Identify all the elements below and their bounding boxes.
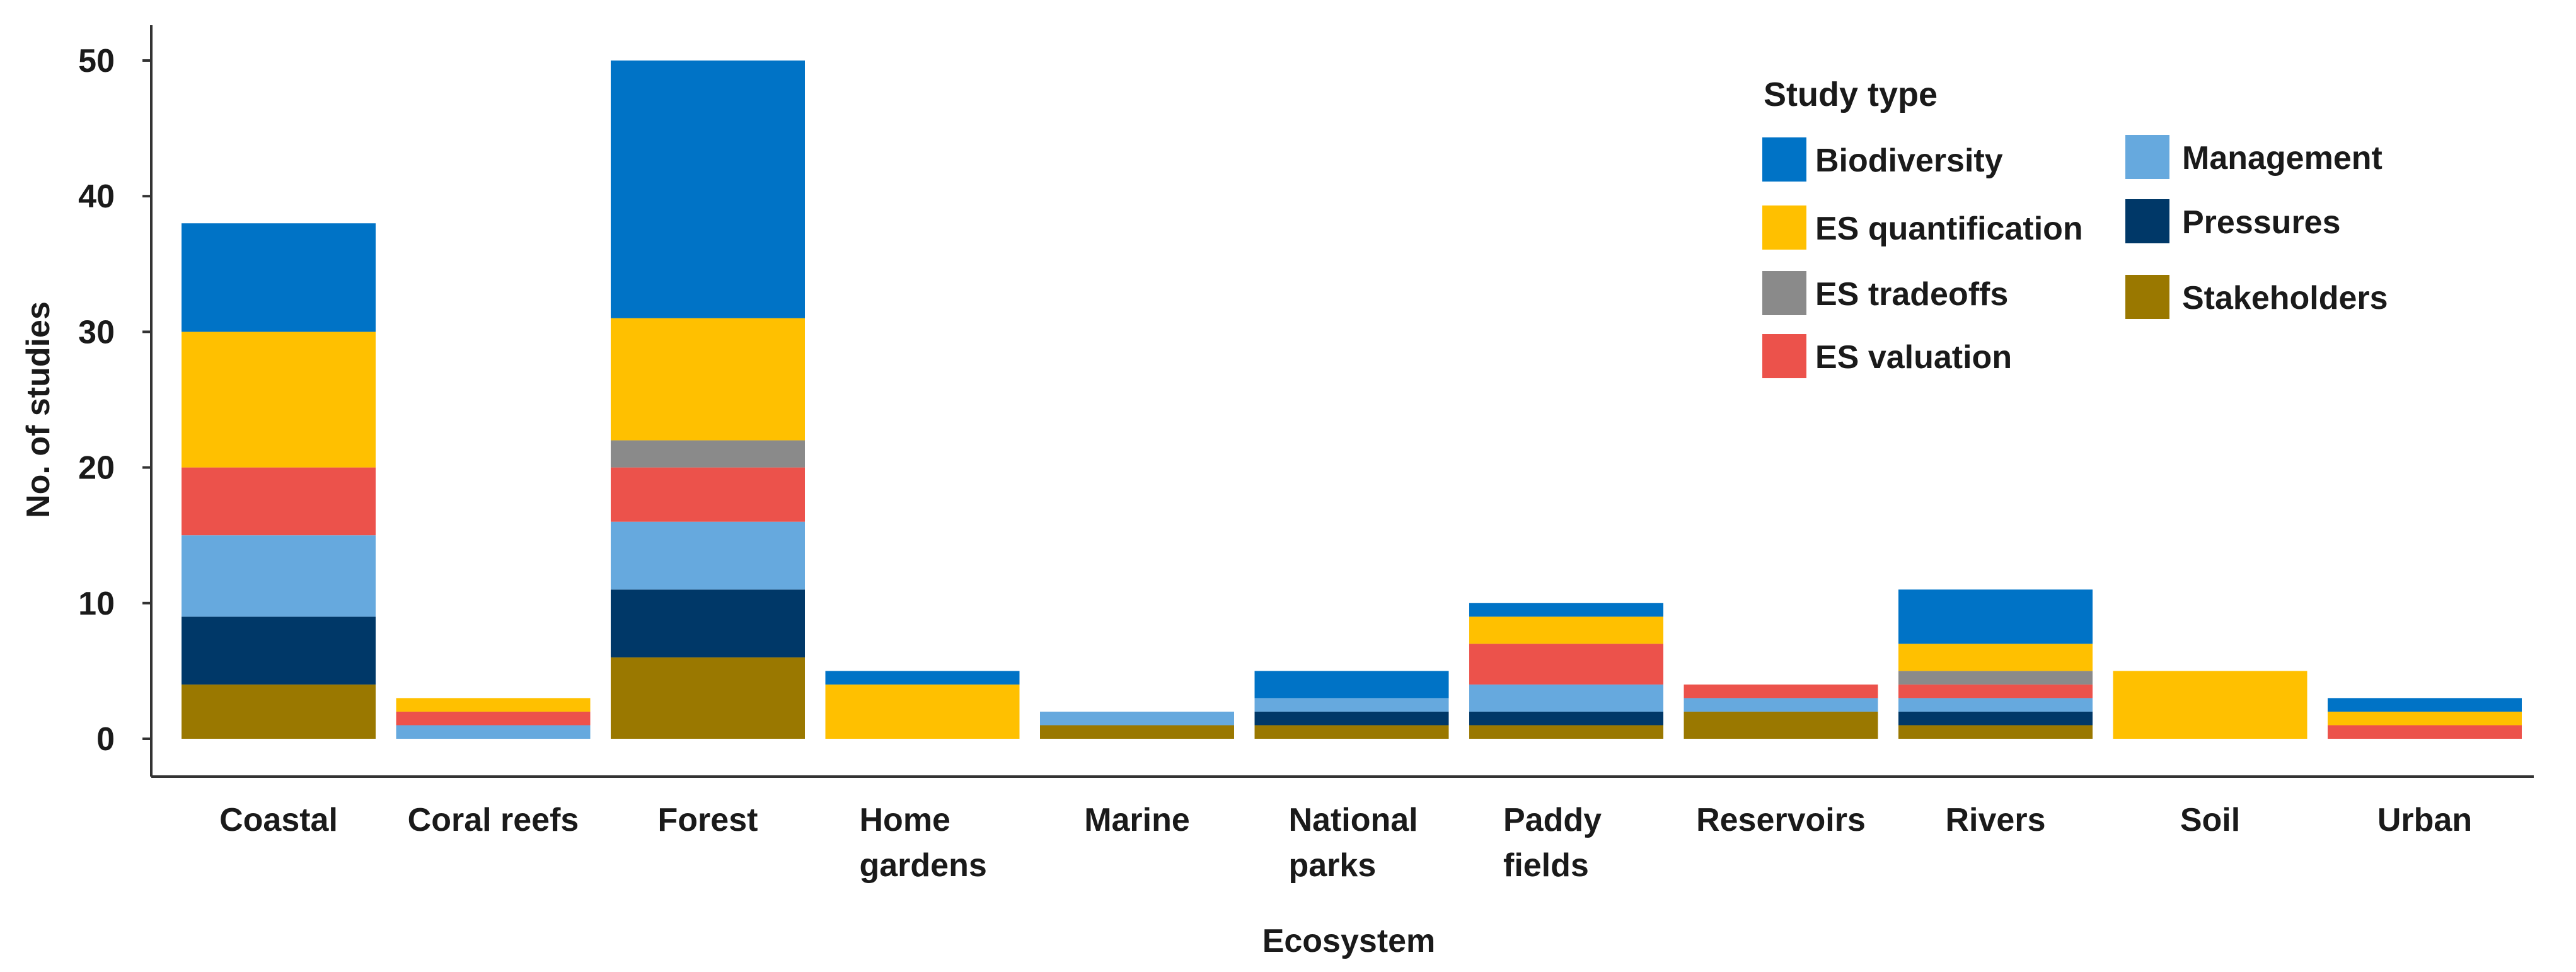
x-category-label: Reservoirs (1696, 802, 1866, 838)
x-category-label: Home gardens (860, 802, 987, 884)
legend-label: Pressures (2182, 204, 2341, 241)
legend-items: Biodiversity ES quantification ES tradeoff… (1762, 135, 2388, 378)
y-tick-label: 0 (96, 721, 115, 758)
bar-segment-es-valuation (611, 467, 805, 522)
bar-segment-stakeholders (1040, 725, 1234, 739)
x-category-label: Forest (658, 802, 758, 838)
bar-segment-es-quantification (2113, 671, 2307, 739)
bar-segment-es-quantification (1469, 616, 1663, 644)
bar-segment-management (1898, 698, 2093, 712)
bar-segment-stakeholders (611, 657, 805, 739)
legend-swatch (2125, 199, 2169, 243)
bar-segment-pressures (1898, 711, 2093, 726)
x-category-label: Urban (2377, 802, 2472, 838)
y-axis-title: No. of studies (20, 301, 57, 518)
bar-segment-es-tradeoffs (1898, 671, 2093, 685)
bar-segment-biodiversity (611, 61, 805, 318)
bar-segment-es-valuation (2328, 725, 2522, 739)
legend-swatch (2125, 275, 2169, 319)
bar-segment-biodiversity (1469, 603, 1663, 617)
x-category-label: National parks (1289, 802, 1418, 884)
legend-label: Management (2182, 140, 2383, 176)
bar-segment-es-valuation (1684, 684, 1878, 698)
legend-label: ES quantification (1815, 211, 2083, 247)
bar-segment-es-quantification (611, 318, 805, 441)
x-category-label: Coral reefs (408, 802, 579, 838)
bar-segment-pressures (1254, 711, 1449, 726)
legend-label: Biodiversity (1815, 142, 2003, 179)
bar-segment-management (182, 535, 376, 617)
bar-segment-management (1684, 698, 1878, 712)
legend-swatch (1762, 334, 1806, 378)
x-category-labels: Coastal Coral reefs Forest Home gardens Marin… (219, 802, 2472, 884)
x-axis-title: Ecosystem (1262, 923, 1436, 959)
bar-segment-es-valuation (396, 711, 591, 726)
bar-segment-es-valuation (1469, 644, 1663, 685)
bar-segment-es-quantification (1898, 644, 2093, 671)
bar-segment-es-quantification (2328, 711, 2522, 726)
bar-segment-management (396, 725, 591, 739)
x-category-label: Rivers (1946, 802, 2046, 838)
y-tick-label: 20 (78, 450, 115, 487)
legend-title: Study type (1764, 76, 1938, 113)
bar-segment-biodiversity (2328, 698, 2522, 712)
bar-segment-es-quantification (825, 684, 1020, 739)
bar-segment-biodiversity (1254, 671, 1449, 698)
bar-segment-es-quantification (182, 332, 376, 468)
legend-swatch (1762, 205, 1806, 250)
x-category-label: Marine (1084, 802, 1190, 838)
bar-segment-stakeholders (1684, 711, 1878, 739)
legend-label: Stakeholders (2182, 280, 2388, 316)
bar-segment-es-quantification (396, 698, 591, 712)
bar-segment-stakeholders (1254, 725, 1449, 739)
bar-segment-pressures (1469, 711, 1663, 726)
bar-segment-management (1040, 711, 1234, 726)
x-category-label: Coastal (219, 802, 338, 838)
bars-layer (182, 61, 2522, 739)
bar-segment-biodiversity (825, 671, 1020, 685)
axes-layer (150, 25, 2534, 778)
y-tick-label: 40 (78, 178, 115, 215)
y-tick-label: 30 (78, 314, 115, 350)
bar-segment-es-valuation (182, 467, 376, 536)
bar-segment-biodiversity (182, 223, 376, 332)
legend: Study type Biodiversity ES quantification… (1762, 76, 2388, 378)
bar-segment-management (1469, 684, 1663, 712)
bar-segment-pressures (182, 616, 376, 685)
bar-segment-management (611, 521, 805, 590)
bar-segment-es-tradeoffs (611, 440, 805, 468)
y-tick-label: 10 (78, 586, 115, 622)
legend-label: ES tradeoffs (1815, 276, 2008, 313)
x-category-label: Soil (2180, 802, 2240, 838)
bar-segment-stakeholders (1469, 725, 1663, 739)
y-ticks: 0 10 20 30 40 50 (78, 43, 151, 758)
bar-segment-stakeholders (182, 684, 376, 739)
legend-swatch (2125, 135, 2169, 179)
bar-segment-stakeholders (1898, 725, 2093, 739)
legend-swatch (1762, 137, 1806, 182)
legend-swatch (1762, 271, 1806, 315)
bar-segment-biodiversity (1898, 589, 2093, 644)
bar-segment-es-valuation (1898, 684, 2093, 698)
legend-label: ES valuation (1815, 339, 2012, 376)
bar-segment-management (1254, 698, 1449, 712)
x-category-label: Paddy fields (1503, 802, 1602, 884)
bar-segment-pressures (611, 589, 805, 657)
y-tick-label: 50 (78, 43, 115, 79)
